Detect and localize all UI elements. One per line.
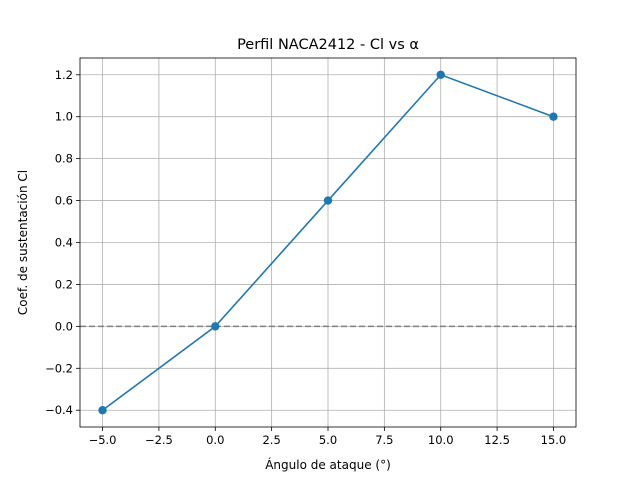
data-point: [98, 406, 107, 415]
x-tick-label: −2.5: [145, 433, 173, 447]
x-tick-label: 7.5: [375, 433, 393, 447]
data-point: [549, 112, 558, 121]
x-tick-label: 5.0: [319, 433, 337, 447]
x-tick-label: 10.0: [428, 433, 454, 447]
x-tick-label: −5.0: [89, 433, 117, 447]
x-tick-label: 15.0: [541, 433, 567, 447]
y-tick-label: 0.2: [55, 277, 73, 291]
y-tick-label: −0.2: [45, 361, 73, 375]
series-layer: [98, 70, 558, 415]
x-tick-label: 0.0: [206, 433, 224, 447]
x-tick-label: 2.5: [262, 433, 280, 447]
y-tick-label: 1.2: [55, 68, 73, 82]
x-axis-ticks: −5.0 −2.5 0.0 2.5 5.0 7.5 10.0 12.5 15.0: [89, 427, 567, 447]
y-tick-label: 0.0: [55, 319, 73, 333]
y-tick-label: −0.4: [45, 403, 73, 417]
data-point: [436, 70, 445, 79]
y-tick-label: 0.8: [55, 152, 73, 166]
y-tick-label: 0.6: [55, 194, 73, 208]
chart-title: Perfil NACA2412 - Cl vs α: [237, 37, 419, 53]
x-axis-label: Ángulo de ataque (°): [265, 457, 391, 472]
y-tick-label: 1.0: [55, 110, 73, 124]
y-axis-ticks: −0.4 −0.2 0.0 0.2 0.4 0.6 0.8 1.0 1.2: [45, 68, 80, 417]
y-tick-label: 0.4: [55, 236, 73, 250]
y-axis-label: Coef. de sustentación Cl: [16, 170, 30, 315]
data-point: [323, 196, 333, 205]
x-tick-label: 12.5: [484, 433, 510, 447]
data-point: [211, 322, 220, 331]
